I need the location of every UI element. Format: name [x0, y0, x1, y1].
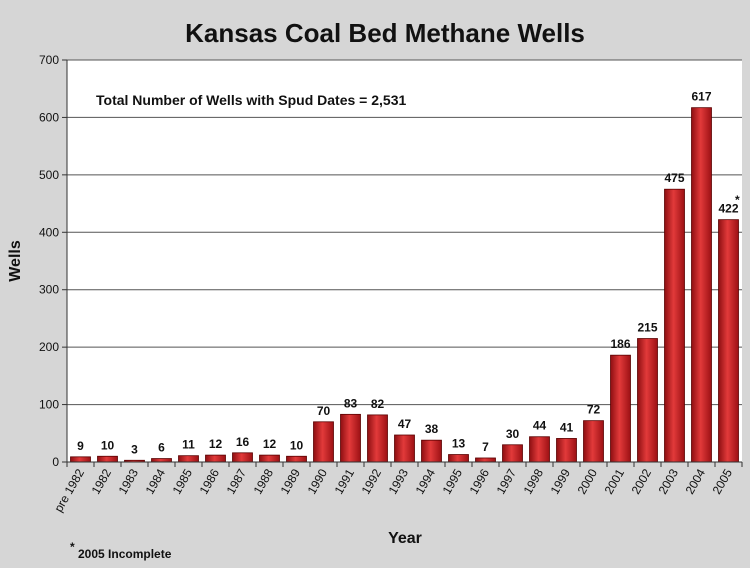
x-tick-label: 1982	[89, 466, 115, 496]
bar	[529, 436, 550, 463]
bar	[664, 188, 685, 463]
bar	[421, 439, 442, 463]
bar	[313, 421, 334, 463]
footnote-marker: *	[70, 540, 75, 554]
bar	[178, 455, 199, 463]
data-label: 47	[398, 417, 412, 431]
y-tick-label: 500	[39, 168, 59, 182]
data-label: 617	[691, 90, 711, 104]
data-label: 3	[131, 442, 138, 456]
data-label: 72	[587, 403, 601, 417]
data-label: 83	[344, 396, 358, 410]
data-label: 186	[610, 337, 630, 351]
bar	[367, 414, 388, 463]
x-tick-label: 2000	[575, 466, 601, 496]
bar	[610, 354, 631, 463]
x-tick-label: 1995	[440, 466, 466, 496]
bar	[97, 455, 118, 463]
grid-lines	[67, 59, 742, 406]
bar	[691, 107, 712, 463]
data-label: 422	[718, 202, 738, 216]
x-tick-label: pre 1982	[51, 466, 87, 514]
footnote-text: 2005 Incomplete	[78, 547, 172, 561]
y-tick-label: 400	[39, 225, 59, 239]
y-tick-label: 200	[39, 340, 59, 354]
x-tick-label: 2003	[656, 466, 682, 496]
bar	[286, 455, 307, 463]
x-axis-title: Year	[388, 530, 422, 547]
x-tick-label: 1996	[467, 466, 493, 496]
bar	[232, 452, 253, 463]
x-tick-label: 2001	[602, 466, 628, 496]
x-tick-label: 2004	[683, 466, 709, 496]
x-tick-label: 1985	[170, 466, 196, 496]
x-tick-label: 2002	[629, 466, 655, 496]
bar	[205, 454, 226, 463]
data-label: 41	[560, 420, 574, 434]
bar	[394, 434, 415, 463]
x-tick-label: 1992	[359, 466, 385, 496]
x-tick-label: 1997	[494, 466, 520, 496]
x-tick-label: 1991	[332, 466, 358, 496]
data-label: 44	[533, 419, 547, 433]
x-tick-label: 1999	[548, 466, 574, 496]
bar	[340, 413, 361, 463]
x-tick-label: 1998	[521, 466, 547, 496]
bar	[70, 456, 91, 463]
bar	[448, 454, 469, 463]
data-label: 10	[290, 438, 304, 452]
y-axis-ticks: 0 100 200 300 400 500 600 700	[39, 53, 742, 469]
x-tick-label: 1990	[305, 466, 331, 496]
bar	[718, 219, 739, 463]
data-label: 6	[158, 441, 165, 455]
x-tick-label: 1984	[143, 466, 169, 496]
x-tick-label: 1993	[386, 466, 412, 496]
data-label: 16	[236, 435, 250, 449]
total-wells-annotation: Total Number of Wells with Spud Dates = …	[96, 92, 406, 108]
data-label: 7	[482, 440, 489, 454]
y-tick-label: 600	[39, 110, 59, 124]
y-tick-label: 300	[39, 283, 59, 297]
y-tick-label: 0	[52, 455, 59, 469]
x-tick-label: 1986	[197, 466, 223, 496]
x-tick-label: 1987	[224, 466, 250, 496]
data-label: 475	[664, 171, 684, 185]
x-axis-ticks: pre 1982 1982 1983 1984 1985 1986 1987 1988 1989…	[51, 462, 743, 515]
bars	[70, 107, 739, 463]
bar	[637, 338, 658, 463]
data-label: 9	[77, 439, 84, 453]
data-label: 70	[317, 404, 331, 418]
data-label: 12	[209, 437, 223, 451]
data-label: 10	[101, 438, 115, 452]
y-tick-label: 700	[39, 53, 59, 67]
bar	[502, 444, 523, 463]
y-tick-label: 100	[39, 398, 59, 412]
incomplete-marker: *	[735, 193, 740, 207]
bar	[475, 457, 496, 463]
x-tick-label: 2005	[710, 466, 736, 496]
bar	[259, 454, 280, 463]
data-label: 13	[452, 437, 466, 451]
chart-title: Kansas Coal Bed Methane Wells	[185, 18, 585, 48]
y-axis-title: Wells	[7, 240, 24, 282]
x-tick-label: 1983	[116, 466, 142, 496]
data-labels: 9 10 3 6 11 12 16 12 10 70 83 82 47 38 13 7 30 44 41 72 186 2…	[77, 90, 739, 457]
data-label: 215	[637, 321, 657, 335]
data-label: 12	[263, 437, 277, 451]
bar	[151, 458, 172, 463]
x-tick-label: 1994	[413, 466, 439, 496]
data-label: 11	[182, 438, 195, 452]
bar	[583, 420, 604, 463]
data-label: 30	[506, 427, 520, 441]
data-label: 82	[371, 397, 385, 411]
x-tick-label: 1988	[251, 466, 277, 496]
data-label: 38	[425, 422, 439, 436]
bar	[556, 438, 577, 463]
x-tick-label: 1989	[278, 466, 304, 496]
